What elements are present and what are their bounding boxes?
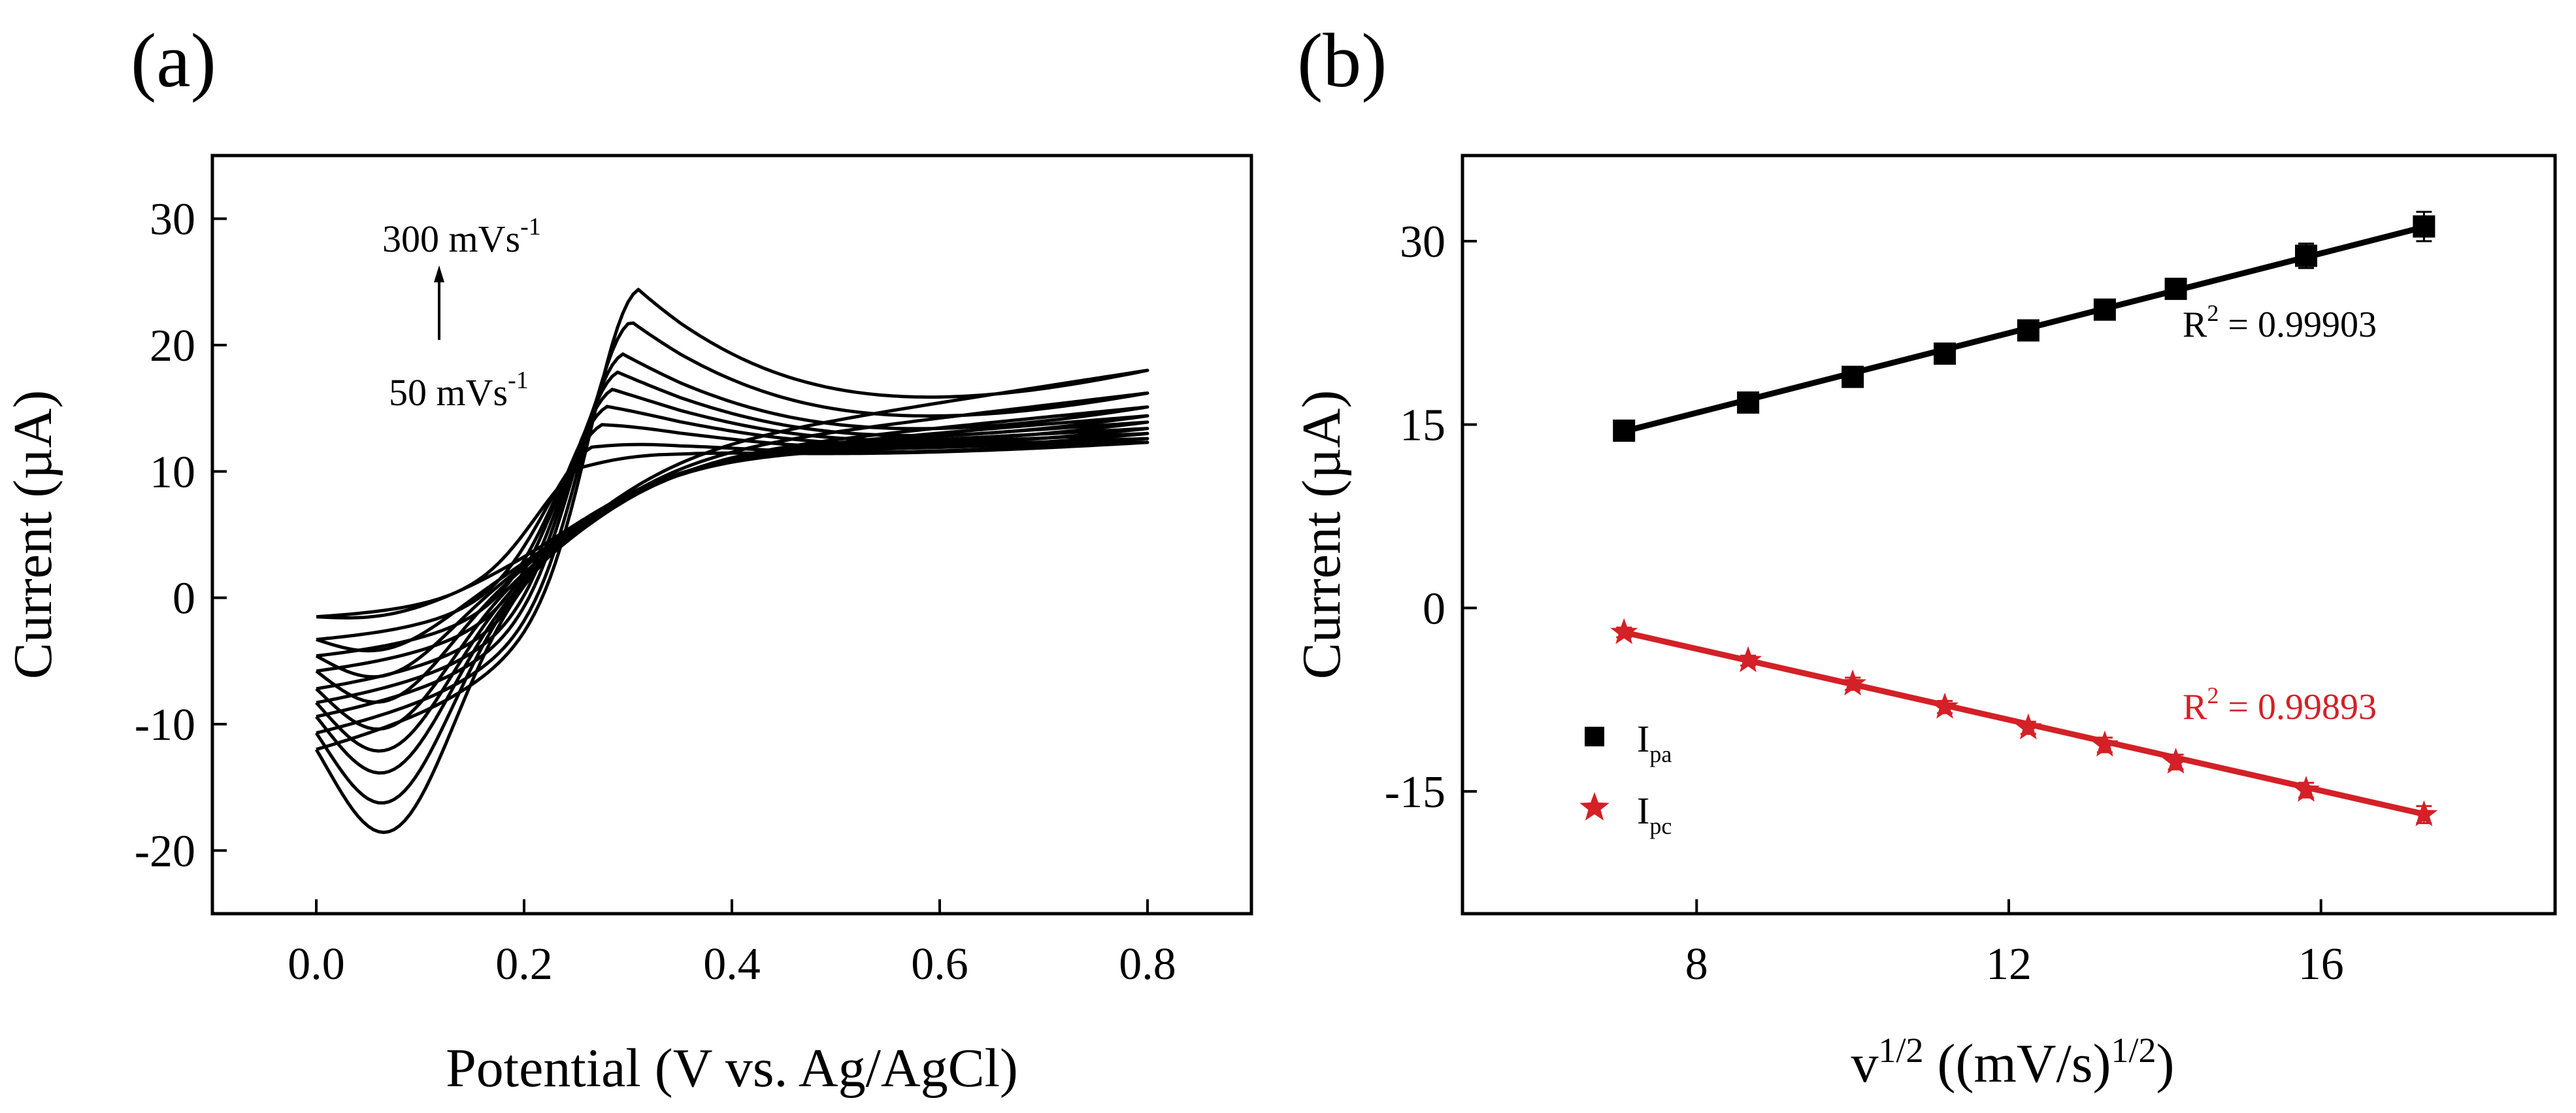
cv-curve-200-mVs [315, 352, 1149, 775]
data-point-ipa [2295, 244, 2318, 267]
panel-a-y-axis-label: Current (µA) [3, 390, 63, 680]
data-point-ipa [1613, 419, 1636, 442]
panel-a-label: (a) [131, 18, 216, 103]
panel-b-frame [1461, 154, 2557, 916]
panel-a-cv-chart: (a) 0.0 0.2 0.4 0.6 0.8 -20 -10 0 10 20 30 Potent… [3, 18, 1253, 1099]
r2-ipa-annotation: R2 = 0.99903 [2183, 300, 2377, 345]
scan-rate-annotation-top: 300 mVs-1 [382, 213, 541, 260]
data-point-ipc [1734, 646, 1762, 673]
panel-a-x-axis-label: Potential (V vs. Ag/AgCl) [446, 1038, 1018, 1099]
y-tick-label: 10 [150, 447, 195, 497]
data-point-ipa [1737, 391, 1760, 414]
data-point-ipc [2292, 776, 2320, 802]
x-tick-label: 16 [2298, 939, 2344, 989]
legend-ipa-label: Ipa [1637, 718, 1672, 767]
panel-b-peak-current-chart: (b) 8 12 16 -15 0 15 30 v1/2 ((mV/s)1/2) Curr… [1291, 18, 2557, 1094]
data-point-ipc [2410, 800, 2438, 827]
panel-b-x-ticks: 8 12 16 [1685, 899, 2344, 989]
cv-curve-250-mVs [314, 321, 1149, 805]
x-tick-label: 0.4 [703, 939, 761, 989]
panel-b-y-axis-label: Current (µA) [1291, 390, 1352, 680]
data-point-ipa [2413, 215, 2436, 238]
peak-current-series [1610, 210, 2438, 827]
cv-curves [314, 288, 1149, 835]
panel-a-x-ticks: 0.0 0.2 0.4 0.6 0.8 [288, 899, 1176, 989]
panel-b-x-axis-label: v1/2 ((mV/s)1/2) [1851, 1031, 2175, 1094]
x-tick-label: 12 [1986, 939, 2032, 989]
cv-curve-175-mVs [315, 371, 1149, 753]
y-tick-label: 30 [1400, 217, 1445, 267]
y-tick-label: -15 [1385, 767, 1445, 818]
cv-curve-300-mVs [314, 288, 1149, 835]
data-point-ipc [2162, 748, 2190, 774]
data-point-ipa [1841, 365, 1864, 388]
scan-rate-arrow-head [434, 265, 444, 282]
panel-a-y-ticks: -20 -10 0 10 20 30 [135, 195, 227, 876]
cv-curve-50-mVs [316, 440, 1149, 620]
data-point-ipc [1839, 669, 1867, 696]
y-tick-label: 15 [1400, 401, 1445, 451]
y-tick-label: 0 [173, 574, 195, 624]
legend-ipc-marker [1579, 792, 1610, 821]
data-point-ipc [1610, 618, 1638, 644]
data-point-ipc [2014, 713, 2042, 740]
x-tick-label: 0.0 [288, 939, 345, 989]
cv-curve-75-mVs [316, 437, 1149, 653]
y-tick-label: -20 [135, 826, 195, 876]
panel-b-y-ticks: -15 0 15 30 [1385, 217, 1477, 818]
y-tick-label: -10 [135, 700, 195, 750]
data-point-ipa [2093, 298, 2116, 321]
legend-ipa-marker [1585, 727, 1604, 746]
x-tick-label: 8 [1685, 939, 1708, 989]
scan-rate-annotation-bottom: 50 mVs-1 [389, 367, 529, 414]
cv-curve-100-mVs [315, 423, 1149, 679]
panel-b-label: (b) [1297, 18, 1387, 103]
y-tick-label: 30 [150, 195, 195, 245]
x-tick-label: 0.8 [1119, 939, 1176, 989]
data-point-ipc [1931, 692, 1958, 719]
y-tick-label: 20 [150, 321, 195, 371]
y-tick-label: 0 [1423, 584, 1445, 634]
data-point-ipa [2017, 319, 2039, 342]
data-point-ipa [1934, 342, 1957, 365]
x-tick-label: 0.6 [911, 939, 968, 989]
data-point-ipc [2091, 730, 2119, 757]
legend-ipc-label: Ipc [1637, 789, 1672, 839]
x-tick-label: 0.2 [495, 939, 553, 989]
data-point-ipa [2164, 277, 2187, 300]
r2-ipc-annotation: R2 = 0.99893 [2183, 682, 2377, 727]
panel-b-legend: Ipa Ipc [1579, 718, 1672, 839]
